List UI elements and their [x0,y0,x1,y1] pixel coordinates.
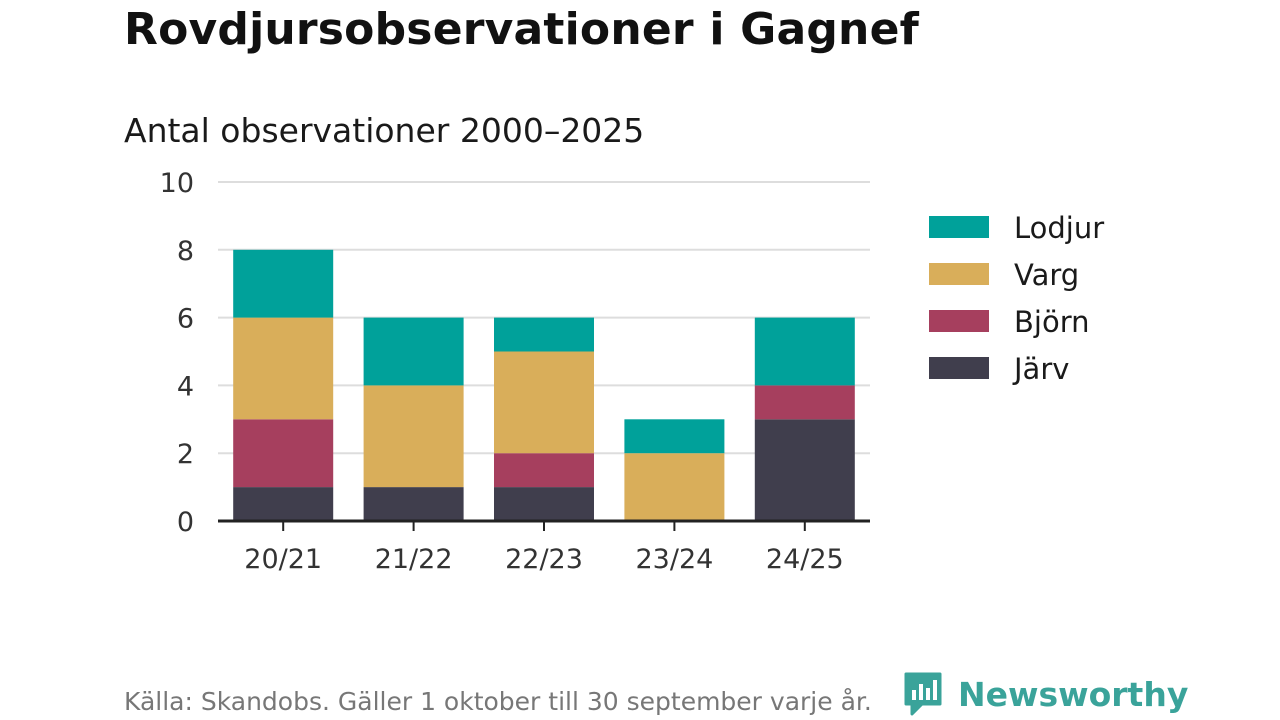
legend-swatch-varg [929,263,989,285]
axes: 0 2 4 6 8 10 20/21 21/22 22/23 23/24 24/25 [160,168,870,575]
y-tick-label: 2 [177,439,194,470]
chart-subtitle: Antal observationer 2000–2025 [124,111,645,150]
y-tick-label: 8 [177,236,194,267]
bar-21-22-varg [363,385,464,488]
y-tick-label: 6 [177,304,194,335]
y-tick-label: 10 [160,168,194,199]
newsworthy-logo-icon [904,672,942,716]
bar-22-23-björn [494,453,594,488]
legend-label-järv: Järv [1012,352,1069,386]
chart-title: Rovdjursobservationer i Gagnef [124,4,919,55]
x-tick-label: 23/24 [635,544,713,575]
bar-21-22-järv [363,487,464,521]
newsworthy-logo[interactable]: Newsworthy [902,670,1188,718]
legend-swatch-björn [929,310,989,332]
bar-24-25-björn [754,385,855,420]
bar-20-21-björn [233,419,334,488]
legend-label-varg: Varg [1014,258,1079,292]
bar-20-21-lodjur [233,249,334,318]
y-tick-label: 4 [177,371,194,402]
legend-swatch-lodjur [929,216,989,238]
x-tick-label: 22/23 [505,544,583,575]
legend-label-lodjur: Lodjur [1014,211,1104,245]
brand-name: Newsworthy [958,674,1189,714]
bar-23-24-lodjur [624,419,725,454]
source-note: Källa: Skandobs. Gäller 1 oktober till 3… [124,687,872,716]
bars [233,249,855,521]
legend-label-björn: Björn [1014,305,1090,339]
x-tick-label: 20/21 [244,544,322,575]
bar-23-24-varg [624,453,725,521]
bar-22-23-varg [494,351,594,454]
bar-20-21-järv [233,487,334,521]
x-tick-label: 24/25 [766,544,844,575]
bar-24-25-lodjur [754,317,855,386]
bar-21-22-lodjur [363,317,464,386]
bar-22-23-lodjur [494,317,594,352]
bar-24-25-järv [754,419,855,521]
legend: Lodjur Varg Björn Järv [929,211,1104,386]
bar-22-23-järv [494,487,594,521]
bar-20-21-varg [233,317,334,420]
y-tick-label: 0 [177,507,194,538]
x-tick-label: 21/22 [375,544,453,575]
legend-swatch-järv [929,357,989,379]
